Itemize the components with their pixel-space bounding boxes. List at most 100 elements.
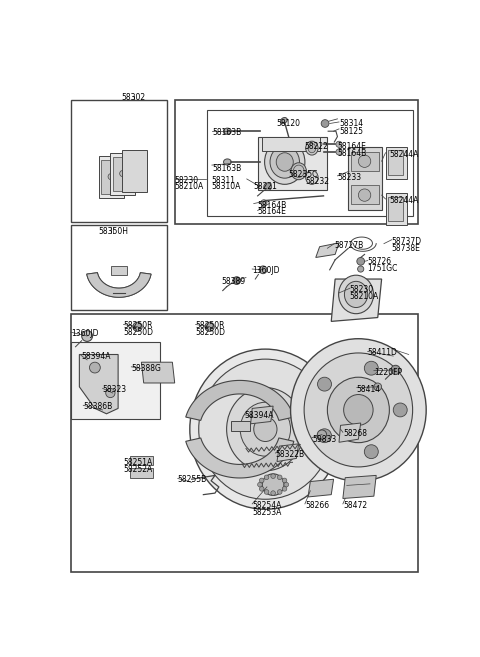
Ellipse shape [224,159,231,165]
Text: 58253A: 58253A [252,508,282,516]
Text: 58266: 58266 [305,501,329,510]
Text: 58738E: 58738E [392,244,420,253]
Circle shape [358,266,364,272]
Ellipse shape [291,163,306,180]
Circle shape [393,403,407,417]
Polygon shape [308,479,334,497]
Ellipse shape [306,170,318,185]
Bar [175,101,418,223]
Polygon shape [331,279,382,321]
Circle shape [321,120,329,127]
Circle shape [258,482,262,487]
Polygon shape [316,243,339,258]
Ellipse shape [199,359,332,499]
Circle shape [120,170,126,177]
Text: 58268: 58268 [343,429,367,438]
Circle shape [357,258,365,265]
Circle shape [259,478,264,483]
Bar [113,156,133,191]
Circle shape [336,141,342,147]
Bar [351,152,379,171]
Text: 58314: 58314 [339,119,363,128]
Circle shape [359,155,371,168]
Ellipse shape [270,146,300,178]
Polygon shape [277,444,299,461]
Ellipse shape [264,140,305,185]
Text: 58386B: 58386B [83,402,112,411]
Ellipse shape [338,275,373,313]
Text: 58737D: 58737D [392,237,422,246]
Text: 58164E: 58164E [258,208,287,216]
Circle shape [271,491,276,495]
Text: 58302: 58302 [121,93,146,102]
Ellipse shape [254,417,277,442]
Text: 1360JD: 1360JD [252,266,280,275]
Polygon shape [186,380,294,420]
Circle shape [264,489,269,494]
Circle shape [336,149,342,155]
Text: 58388G: 58388G [132,364,161,373]
Text: 58394A: 58394A [244,411,274,420]
Circle shape [318,377,332,391]
Text: 58727B: 58727B [335,240,364,250]
Circle shape [262,474,284,495]
Bar [111,266,127,275]
Text: 1751GC: 1751GC [368,264,398,273]
Ellipse shape [240,402,290,456]
Bar [71,101,167,222]
Circle shape [89,362,100,373]
Ellipse shape [304,353,413,467]
Bar [230,420,250,432]
Circle shape [271,474,276,478]
Ellipse shape [327,377,389,443]
Text: 58244A: 58244A [389,150,419,159]
Text: 58255B: 58255B [178,476,207,484]
Text: 58221: 58221 [254,182,277,191]
Bar [388,150,403,175]
Ellipse shape [345,281,368,307]
Polygon shape [79,355,118,414]
Bar [71,225,167,310]
Polygon shape [186,438,294,478]
Ellipse shape [276,153,293,171]
Ellipse shape [306,141,318,155]
Circle shape [259,266,267,274]
Text: 58311: 58311 [211,176,235,185]
Text: 58350H: 58350H [99,227,129,237]
Ellipse shape [227,388,304,471]
Ellipse shape [308,143,316,153]
Circle shape [391,365,400,374]
Text: 58244A: 58244A [389,196,419,205]
Bar [262,137,320,151]
Circle shape [284,482,288,487]
Text: 58251A: 58251A [123,458,153,466]
Text: 58250R: 58250R [123,321,153,330]
Text: 58322B: 58322B [276,450,305,459]
Circle shape [106,388,115,397]
Text: 58323: 58323 [103,385,127,394]
Text: 58210A: 58210A [175,182,204,191]
Polygon shape [343,476,376,499]
Text: 58250D: 58250D [123,328,154,337]
Bar [385,147,407,179]
Text: 58389: 58389 [221,277,245,286]
Polygon shape [258,137,327,191]
Text: 59833: 59833 [312,434,336,443]
Text: 58233: 58233 [337,173,361,182]
Text: 58252A: 58252A [123,464,153,474]
Circle shape [108,173,114,180]
Polygon shape [339,423,360,442]
Text: 58414: 58414 [357,384,381,394]
Text: 58411D: 58411D [368,348,397,357]
Text: 58250D: 58250D [196,328,226,337]
Ellipse shape [224,128,231,134]
Ellipse shape [281,118,288,124]
Circle shape [282,487,287,491]
Text: 58120: 58120 [276,119,300,128]
Circle shape [364,361,378,375]
Bar [207,110,413,216]
Circle shape [277,475,282,480]
Polygon shape [142,362,175,383]
Circle shape [374,383,382,391]
Text: 58250R: 58250R [196,321,225,330]
